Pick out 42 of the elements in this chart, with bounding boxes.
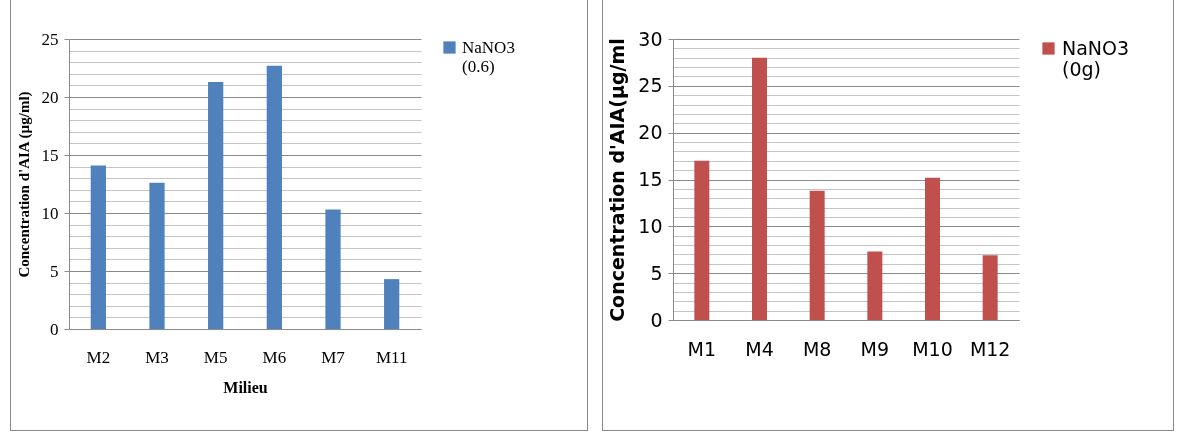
x-tick-label: M6 [262, 347, 287, 367]
y-tick-label: 20 [41, 87, 59, 107]
y-tick-label: 30 [638, 27, 663, 50]
y-tick-label: 20 [638, 121, 663, 144]
bar [90, 165, 106, 329]
bar [925, 177, 940, 320]
legend-label: NaNO3 (0g) [1062, 36, 1130, 80]
bar [694, 160, 710, 320]
x-tick-label: M4 [745, 337, 774, 360]
bar [266, 65, 282, 329]
y-tick-label: 10 [41, 203, 59, 223]
y-tick-label: 10 [638, 214, 663, 237]
y-tick-label: 25 [638, 74, 663, 97]
x-tick-label: M10 [912, 337, 953, 360]
bar [149, 182, 165, 329]
bar [325, 209, 341, 329]
x-tick-label: M8 [802, 337, 832, 360]
x-tick-label: M11 [375, 347, 408, 367]
x-tick-label: M12 [969, 337, 1011, 360]
legend-label: NaNO3 (0.6) [462, 37, 515, 76]
y-axis-title: Concentration d'AIA (µg/ml) [15, 91, 33, 278]
x-tick-label: M5 [203, 347, 228, 367]
y-tick-label: 15 [41, 145, 59, 165]
x-axis-title: Milieu [223, 378, 268, 396]
x-tick-label: M3 [145, 347, 169, 367]
bar [208, 81, 224, 329]
y-tick-label: 15 [638, 168, 663, 190]
y-tick-label: 0 [50, 319, 59, 339]
x-tick-label: M7 [321, 347, 346, 367]
bar [384, 279, 400, 329]
bar [809, 190, 825, 320]
bar [982, 255, 998, 320]
y-tick-label: 0 [650, 308, 663, 331]
bar [867, 251, 883, 320]
bar [752, 57, 767, 320]
y-tick-label: 5 [50, 261, 59, 281]
y-tick-label: 25 [41, 29, 59, 49]
x-tick-label: M2 [86, 347, 111, 367]
y-axis-title: Concentration d'AIA(µg/ml [606, 38, 629, 322]
x-tick-label: M9 [860, 337, 890, 360]
x-tick-label: M1 [687, 337, 717, 360]
y-tick-label: 5 [650, 261, 663, 284]
